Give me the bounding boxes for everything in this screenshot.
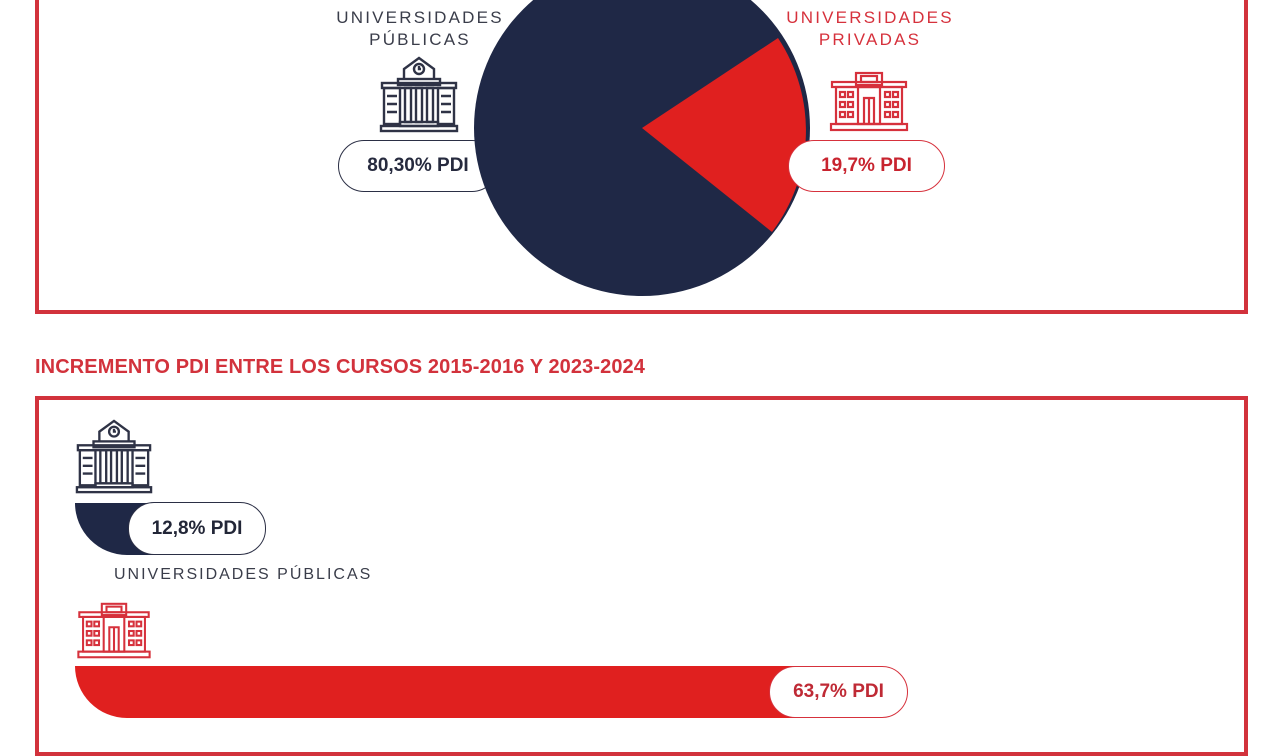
- public-university-building-icon: [75, 419, 153, 494]
- label-line-2: PRIVADAS: [818, 30, 922, 49]
- pie-slice-private: [642, 38, 806, 232]
- label-line-1: UNIVERSIDADES: [786, 8, 954, 27]
- private-value-badge: 19,7% PDI: [788, 140, 945, 192]
- pie-chart: [474, 0, 810, 296]
- private-increment-badge: 63,7% PDI: [769, 666, 908, 718]
- public-universities-label: UNIVERSIDADES PÚBLICAS: [320, 7, 520, 51]
- pie-chart-frame: [35, 0, 1248, 314]
- public-increment-badge: 12,8% PDI: [128, 502, 266, 555]
- public-university-building-icon: [379, 56, 459, 133]
- private-university-building-icon: [829, 71, 909, 132]
- label-line-1: UNIVERSIDADES: [336, 8, 504, 27]
- public-value-badge: 80,30% PDI: [338, 140, 498, 192]
- private-university-building-icon: [77, 602, 151, 659]
- label-line-2: PÚBLICAS: [369, 30, 471, 49]
- section-title-increment: INCREMENTO PDI ENTRE LOS CURSOS 2015-201…: [35, 356, 645, 378]
- bar-private: [75, 666, 815, 718]
- private-universities-label: UNIVERSIDADES PRIVADAS: [770, 7, 970, 51]
- bar-public-caption: UNIVERSIDADES PÚBLICAS: [114, 566, 373, 583]
